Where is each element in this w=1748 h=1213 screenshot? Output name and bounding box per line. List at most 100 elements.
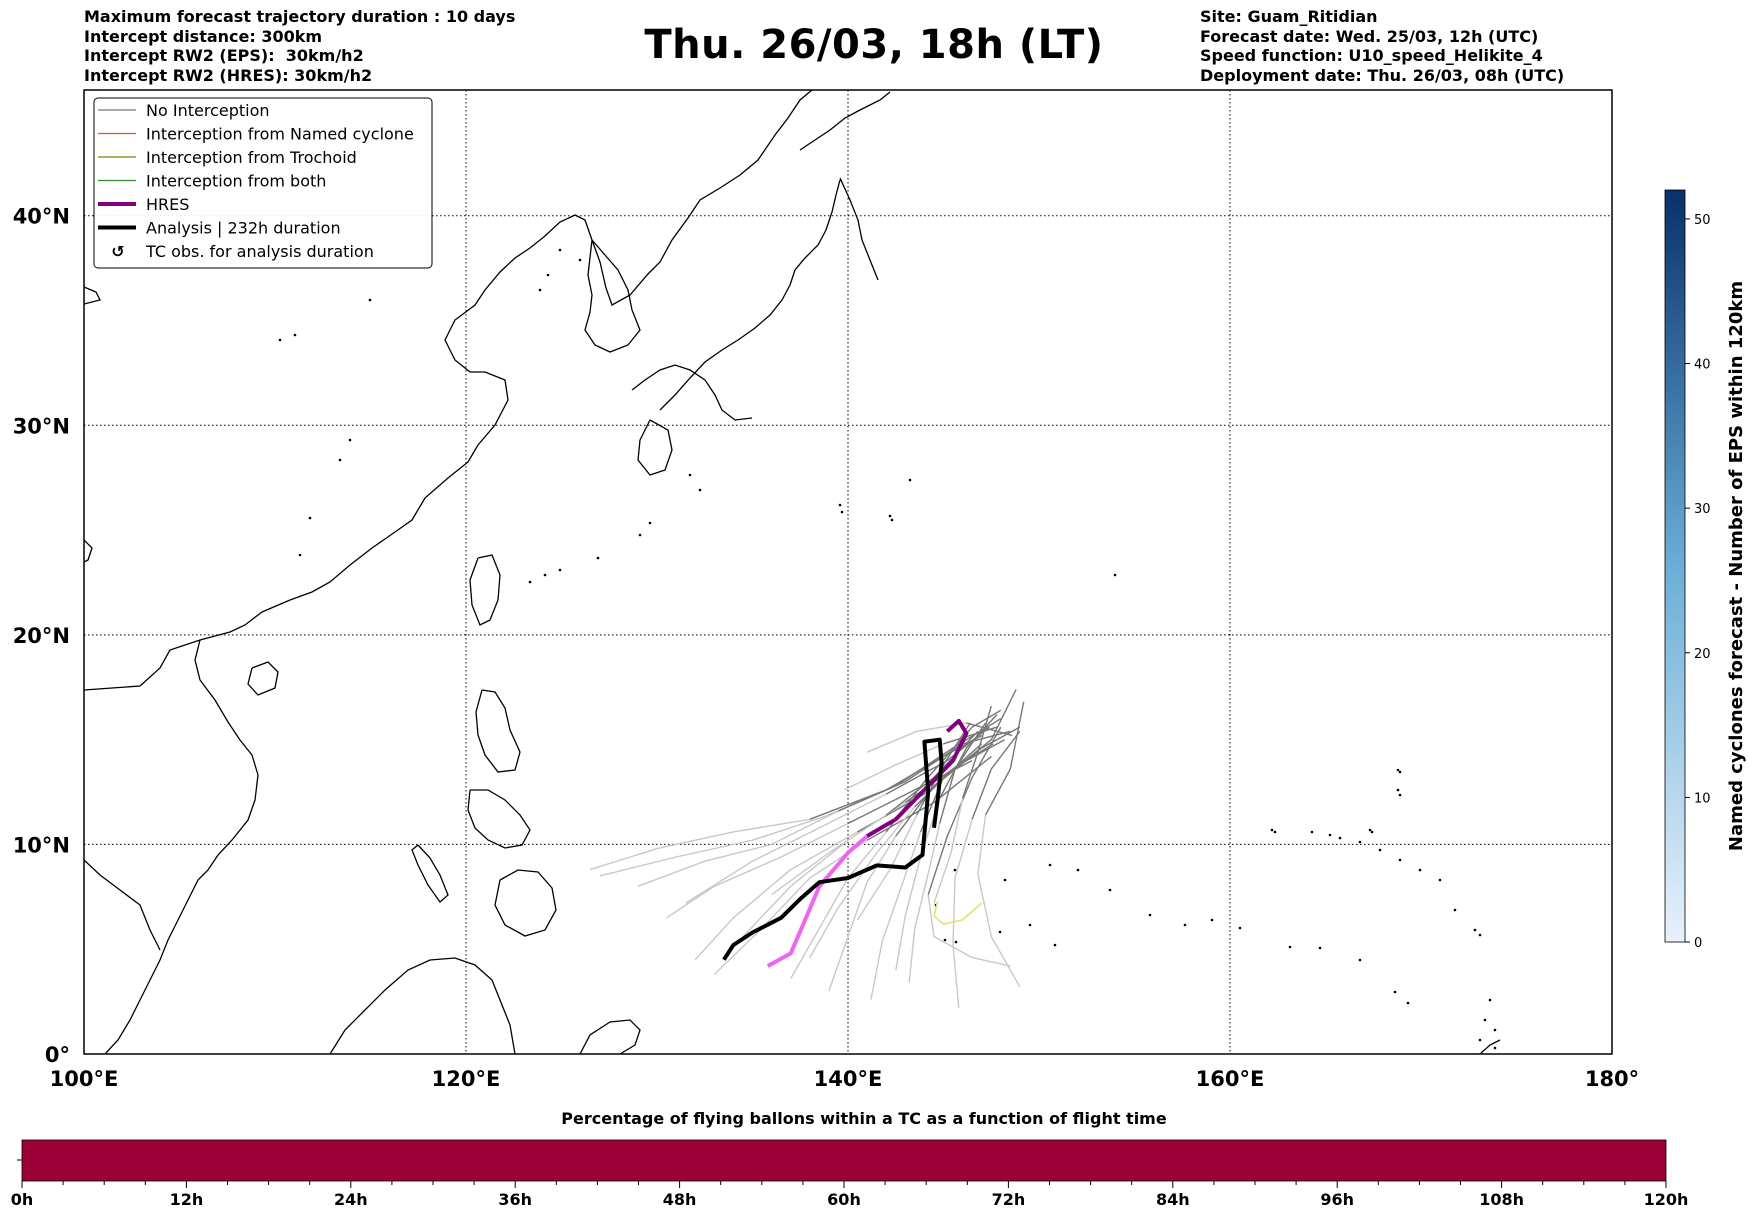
eps-member-line-early bbox=[685, 793, 887, 904]
island-dot bbox=[954, 940, 958, 944]
latitude-tick-label: 10°N bbox=[13, 833, 70, 857]
legend: No Interception Interception from Named c… bbox=[93, 97, 433, 269]
coast-japan-south bbox=[631, 364, 753, 421]
colorbar-tick-label: 0 bbox=[1694, 936, 1702, 951]
colorbar-vertical: 0 10 20 30 40 50 Named cyclones forecast - Nu… bbox=[1664, 189, 1747, 951]
coast-indochina bbox=[104, 639, 259, 1054]
island-dot bbox=[278, 338, 282, 342]
island-dot bbox=[1488, 998, 1492, 1002]
legend-label: Interception from Named cyclone bbox=[146, 125, 414, 144]
header-right-line: Speed function: U10_speed_Helikite_4 bbox=[1200, 46, 1543, 65]
coast-new-guinea-north bbox=[1479, 1039, 1501, 1054]
flight-time-bar: Percentage of flying ballons within a TC… bbox=[11, 1109, 1689, 1209]
island-dot bbox=[1338, 836, 1342, 840]
legend-box bbox=[93, 97, 433, 269]
coast-hainan bbox=[247, 661, 279, 696]
flight-time-tick-label: 48h bbox=[663, 1190, 697, 1209]
eps-member-line bbox=[895, 743, 983, 837]
eps-member-line-early bbox=[637, 810, 839, 887]
header-left-line: Maximum forecast trajectory duration : 1… bbox=[84, 7, 516, 26]
colorbar-gradient bbox=[1664, 189, 1686, 943]
colorbar-ticks: 0 10 20 30 40 50 bbox=[1685, 213, 1711, 951]
flight-time-bar-fill bbox=[21, 1139, 1667, 1182]
eps-member-line-early bbox=[908, 823, 941, 983]
coast-sakhalin bbox=[839, 177, 879, 281]
eps-member-line bbox=[939, 714, 998, 799]
island-dot bbox=[1393, 990, 1397, 994]
island-dot bbox=[1370, 830, 1374, 834]
island-dot bbox=[1076, 868, 1080, 872]
eps-member-line-early bbox=[809, 806, 916, 958]
island-dot bbox=[1493, 1028, 1497, 1032]
eps-member-line bbox=[927, 726, 1002, 895]
island-dot bbox=[1358, 840, 1362, 844]
coast-korea bbox=[584, 239, 641, 353]
longitude-tick-label: 100°E bbox=[50, 1067, 119, 1091]
island-dot bbox=[1148, 913, 1152, 917]
header-left-line: Intercept RW2 (HRES): 30km/h2 bbox=[84, 65, 373, 85]
eps-member-line bbox=[885, 726, 990, 795]
analysis-line bbox=[722, 737, 944, 961]
coast-asia-mainland bbox=[84, 90, 813, 691]
eps-member-line-early bbox=[666, 822, 849, 919]
island-dot bbox=[528, 580, 532, 584]
island-dot bbox=[1238, 926, 1242, 930]
legend-label: Interception from Trochoid bbox=[146, 148, 357, 167]
hres-line-early bbox=[766, 834, 869, 968]
header-right-line: Deployment date: Thu. 26/03, 08h (UTC) bbox=[1200, 65, 1565, 85]
legend-label: Interception from both bbox=[146, 172, 326, 191]
flight-time-tick-label: 120h bbox=[1644, 1190, 1689, 1209]
flight-time-tick-label: 84h bbox=[1156, 1190, 1190, 1209]
coast-kyushu bbox=[637, 419, 673, 476]
coast-philippines-visayas bbox=[467, 789, 531, 849]
island-dot bbox=[1113, 573, 1117, 577]
header-right-line: Forecast date: Wed. 25/03, 12h (UTC) bbox=[1200, 26, 1539, 46]
island-dot bbox=[1438, 878, 1442, 882]
colorbar-tick-label: 30 bbox=[1694, 502, 1711, 517]
island-dot bbox=[1473, 928, 1477, 932]
eps-member-line-early bbox=[952, 819, 973, 1008]
island-dot bbox=[1183, 923, 1187, 927]
eps-member-line-early bbox=[713, 839, 868, 975]
island-dot bbox=[596, 556, 600, 560]
eps-member-line-early bbox=[599, 814, 830, 877]
eps-member-line-early bbox=[895, 798, 941, 971]
coastlines bbox=[84, 90, 1501, 1054]
flight-time-bar-title: Percentage of flying ballons within a TC… bbox=[561, 1109, 1167, 1128]
island-dot bbox=[1368, 828, 1372, 832]
island-dot bbox=[1210, 918, 1214, 922]
island-dot bbox=[1310, 830, 1314, 834]
yellow-member-line bbox=[933, 900, 983, 925]
island-dot bbox=[838, 503, 842, 507]
island-dot bbox=[308, 516, 312, 520]
island-dot bbox=[338, 458, 342, 462]
flight-time-tick-label: 72h bbox=[992, 1190, 1026, 1209]
legend-label: Analysis | 232h duration bbox=[146, 219, 341, 238]
colorbar-tick-label: 10 bbox=[1694, 791, 1711, 806]
island-dot bbox=[840, 510, 844, 514]
coast-japan-honshu bbox=[659, 179, 841, 411]
island-dot bbox=[998, 930, 1002, 934]
island-dot bbox=[1478, 933, 1482, 937]
longitude-tick-label: 160°E bbox=[1196, 1067, 1265, 1091]
yellow-trajectory bbox=[933, 900, 983, 925]
latitude-tick-label: 20°N bbox=[13, 624, 70, 648]
longitude-labels: 100°E 120°E 140°E 160°E 180° bbox=[50, 1067, 1640, 1091]
longitude-tick-label: 120°E bbox=[432, 1067, 501, 1091]
map-border bbox=[83, 89, 1613, 1055]
island-dot bbox=[293, 333, 297, 337]
island-dot bbox=[1270, 828, 1274, 832]
island-dot bbox=[1478, 1038, 1482, 1042]
coast-philippines-mindanao bbox=[494, 869, 557, 937]
flight-time-bar-ticks: 0h 12h 24h 36h 48h 60h 72h 84h 96h 108h 120h bbox=[11, 1181, 1689, 1209]
colorbar-tick-label: 20 bbox=[1694, 647, 1711, 662]
eps-member-line bbox=[943, 726, 998, 745]
island-dot bbox=[543, 573, 547, 577]
coast-gulf-thailand bbox=[84, 859, 161, 951]
island-dot bbox=[538, 288, 542, 292]
gridlines bbox=[84, 90, 1612, 1054]
colorbar-tick-label: 50 bbox=[1694, 213, 1711, 228]
island-dot bbox=[1398, 793, 1402, 797]
coast-sulawesi-north bbox=[579, 1019, 641, 1054]
